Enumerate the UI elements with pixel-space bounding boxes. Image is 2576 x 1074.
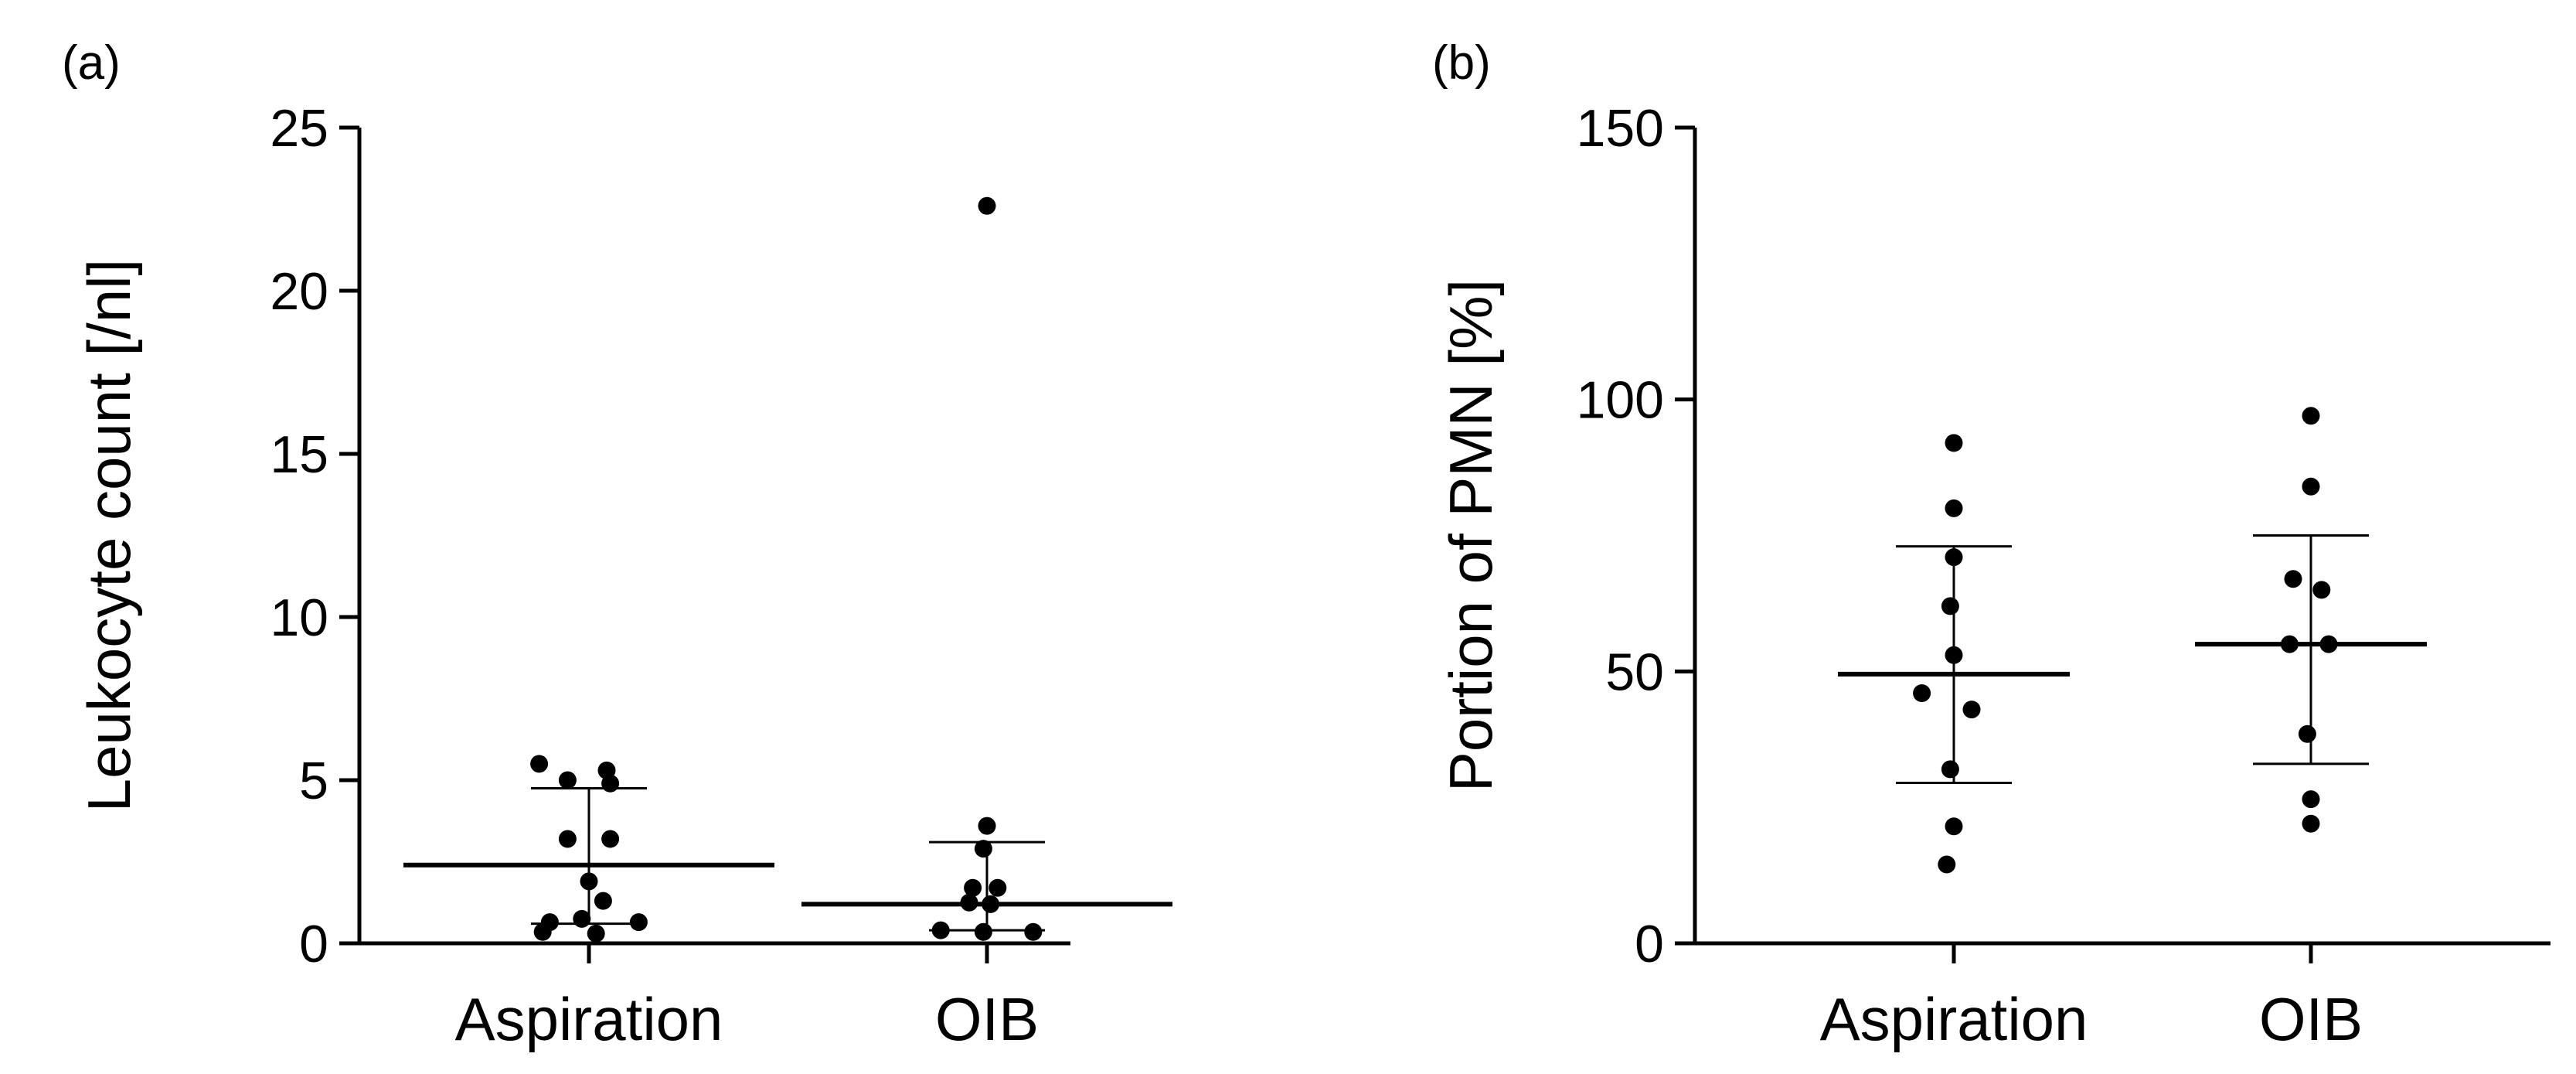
y-tick-label: 25 (270, 99, 328, 158)
y-axis-title: Portion of PMN [%] (1437, 279, 1505, 792)
data-point (1024, 922, 1043, 941)
x-tick-label-oib: OIB (2259, 985, 2363, 1053)
data-point (1945, 499, 1963, 517)
data-point (2284, 570, 2302, 588)
data-point (982, 895, 1000, 913)
data-point (974, 840, 992, 858)
data-point (573, 909, 591, 928)
y-tick-label: 0 (1635, 915, 1664, 973)
data-point (2280, 635, 2299, 653)
data-point (978, 196, 996, 215)
data-point (1945, 548, 1963, 567)
data-point (974, 922, 992, 941)
data-point (533, 922, 552, 941)
y-tick-label: 5 (299, 752, 328, 810)
y-tick-label: 100 (1577, 371, 1664, 430)
x-tick-label-aspiration: Aspiration (455, 985, 723, 1053)
data-point (601, 774, 620, 793)
data-point (964, 878, 982, 897)
data-point (960, 893, 978, 912)
data-point (587, 924, 605, 943)
y-tick-label: 0 (299, 915, 328, 973)
y-axis-title: Leukocyte count [/nl] (75, 259, 143, 812)
data-point (580, 872, 598, 891)
panel-a: (a) 0 5 10 15 20 25 Aspiration OIB Leukocyte cou… (62, 36, 1172, 1053)
panel-label-a: (a) (62, 36, 121, 90)
data-point (558, 771, 577, 789)
data-point (2298, 725, 2316, 743)
y-tick-label: 150 (1577, 99, 1664, 158)
data-point (1945, 434, 1963, 452)
y-tick-label: 15 (270, 425, 328, 484)
data-point (1945, 646, 1963, 664)
data-point (2319, 635, 2338, 653)
data-point (931, 921, 950, 939)
data-point (2302, 814, 2320, 833)
data-point (594, 892, 612, 910)
data-point (1941, 760, 1959, 779)
data-point (530, 755, 549, 773)
data-point (2302, 477, 2320, 496)
x-tick-label-oib: OIB (935, 985, 1039, 1053)
data-point (2302, 407, 2320, 425)
data-point (989, 878, 1007, 897)
data-point (1945, 817, 1963, 836)
panel-label-b: (b) (1432, 36, 1491, 90)
data-point (601, 830, 620, 848)
data-point (2312, 581, 2331, 599)
data-point (978, 817, 996, 835)
y-tick-label: 50 (1605, 643, 1664, 701)
x-tick-label-aspiration: Aspiration (1820, 985, 2088, 1053)
data-point (1962, 701, 1981, 719)
panel-b: (b) 0 50 100 150 Aspiration OIB Portion of PMN… (1432, 36, 2550, 1053)
data-point (558, 830, 577, 848)
y-tick-label: 20 (270, 262, 328, 321)
data-point (1913, 684, 1931, 702)
data-point (1938, 855, 1956, 874)
data-point (1941, 597, 1959, 615)
y-tick-label: 10 (270, 588, 328, 647)
data-point (629, 913, 648, 932)
data-point (2302, 790, 2320, 809)
